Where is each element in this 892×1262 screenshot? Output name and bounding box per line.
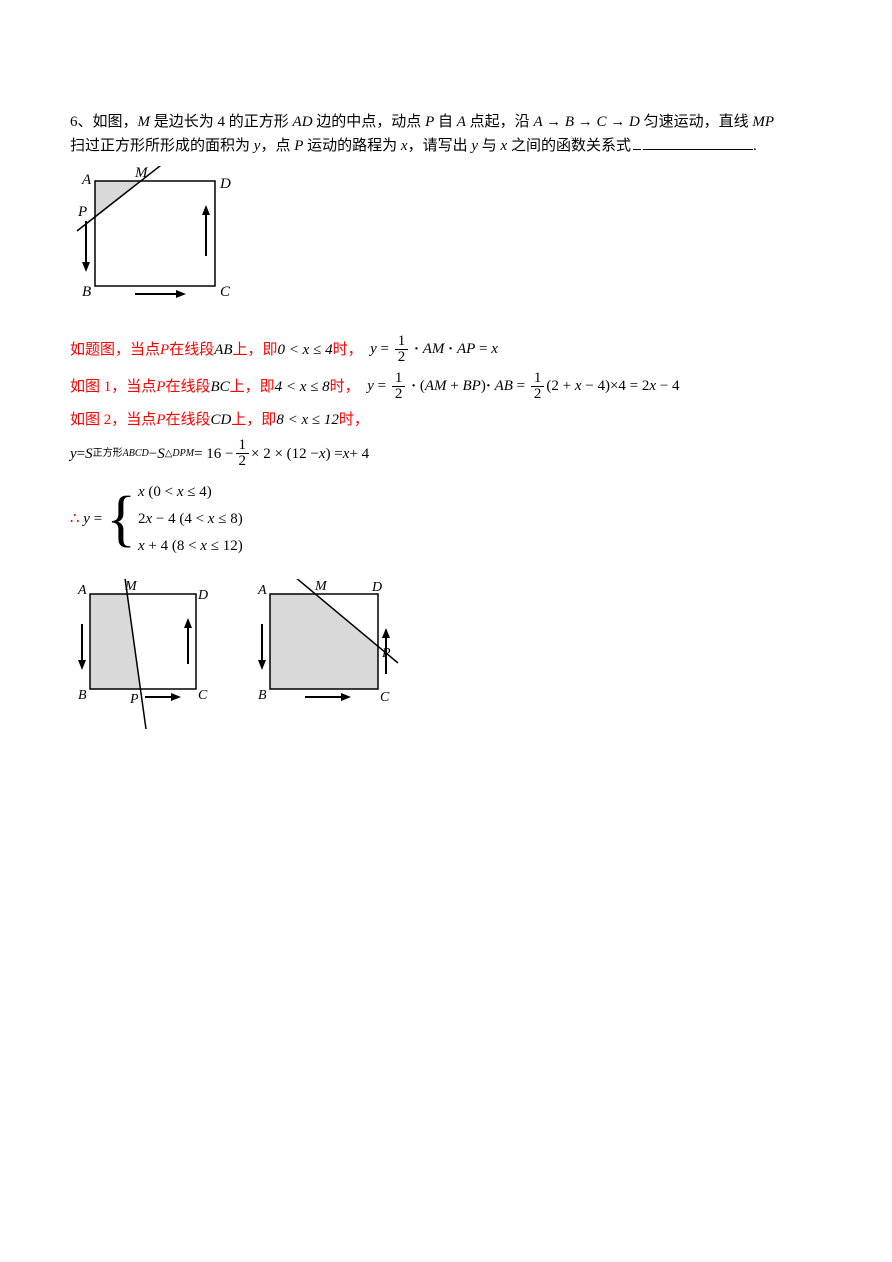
var-y2: y xyxy=(471,138,478,154)
case1: x (0 < x ≤ 4) xyxy=(138,480,243,504)
svg-text:D: D xyxy=(197,588,208,603)
s3r2: 在线段 xyxy=(165,408,210,432)
t3: 边的中点，动点 xyxy=(313,114,426,130)
s2P: P xyxy=(156,375,165,399)
t2: 是边长为 4 的正方形 xyxy=(150,114,293,130)
s2r4: 时， xyxy=(330,375,360,399)
l2p2: ，点 xyxy=(260,138,294,154)
svg-text:M: M xyxy=(314,579,328,594)
sol-line-4: y = S正方形ABCD − S△DPM = 16 − 12 × 2 × (12… xyxy=(70,438,822,469)
s3P: P xyxy=(156,408,165,432)
figure-svg-2: A M D P B C xyxy=(250,579,410,734)
t5: 点起，沿 xyxy=(466,114,534,130)
period: . xyxy=(753,138,757,154)
l2p1: 扫过正方形所形成的面积为 xyxy=(70,138,254,154)
lbl-B: B xyxy=(82,284,91,300)
s1cond: 0 < x ≤ 4 xyxy=(278,338,333,362)
var-x: x xyxy=(401,138,408,154)
l2p6: 之间的函数关系式 xyxy=(507,138,631,154)
svg-text:C: C xyxy=(380,690,390,705)
sol-line-3: 如图 2，当点 P 在线段 CD 上，即 8 < x ≤ 12 时， xyxy=(70,408,822,432)
s1r2: 在线段 xyxy=(169,338,214,362)
problem-statement: 6、如图，M 是边长为 4 的正方形 AD 边的中点，动点 P 自 A 点起，沿… xyxy=(70,110,822,158)
var-M: M xyxy=(138,114,151,130)
piecewise-result: ∴ y = { x (0 < x ≤ 4) 2x − 4 (4 < x ≤ 8)… xyxy=(70,477,822,561)
sol-line-1: 如题图，当点 P 在线段 AB 上，即 0 < x ≤ 4 时， y = 12 … xyxy=(70,334,822,365)
main-figure: A M D P B C xyxy=(70,166,822,324)
svg-text:M: M xyxy=(124,579,138,594)
s2r1: 如图 1，当点 xyxy=(70,375,156,399)
therefore: ∴ xyxy=(70,511,80,527)
l2p5: 与 xyxy=(478,138,501,154)
subfigure-row: A M D B P C A M D P B C xyxy=(70,579,822,734)
t6: 匀速运动，直线 xyxy=(640,114,753,130)
s3r3: 上，即 xyxy=(231,408,276,432)
s1AB: AB xyxy=(214,338,232,362)
l2p4: ，请写出 xyxy=(408,138,472,154)
s3r4: 时， xyxy=(339,408,369,432)
figure-svg-main: A M D P B C xyxy=(70,166,240,316)
lbl-M: M xyxy=(134,166,149,181)
t4: 自 xyxy=(434,114,457,130)
answer-blank xyxy=(643,136,753,151)
s2cond: 4 < x ≤ 8 xyxy=(275,375,330,399)
svg-text:P: P xyxy=(381,646,391,661)
s2r2: 在线段 xyxy=(165,375,210,399)
page-content: 6、如图，M 是边长为 4 的正方形 AD 边的中点，动点 P 自 A 点起，沿… xyxy=(0,0,892,774)
svg-text:C: C xyxy=(198,688,208,703)
t1: 如图， xyxy=(93,114,138,130)
problem-number: 6、 xyxy=(70,114,93,130)
case2: 2x − 4 (4 < x ≤ 8) xyxy=(138,507,243,531)
s2r3: 上，即 xyxy=(230,375,275,399)
svg-text:A: A xyxy=(257,583,267,598)
var-AD: AD xyxy=(293,114,313,130)
l2p3: 运动的路程为 xyxy=(303,138,401,154)
lbl-A: A xyxy=(81,172,92,188)
s1r4: 时， xyxy=(333,338,363,362)
s1r1: 如题图，当点 xyxy=(70,338,160,362)
blank-dot xyxy=(633,136,641,151)
s3r1: 如图 2，当点 xyxy=(70,408,156,432)
s3cond: 8 < x ≤ 12 xyxy=(276,408,339,432)
lbl-P: P xyxy=(77,204,87,220)
lbl-D: D xyxy=(219,176,231,192)
svg-text:P: P xyxy=(129,692,139,707)
var-A: A xyxy=(457,114,466,130)
svg-text:B: B xyxy=(258,688,267,703)
var-P2: P xyxy=(294,138,303,154)
s2eq: y = 12 · (AM + BP)· AB = 12(2 + x − 4)×4… xyxy=(360,371,680,402)
svg-text:B: B xyxy=(78,688,87,703)
s1eq: y = 12 · AM · AP = x xyxy=(363,334,498,365)
var-MP: MP xyxy=(752,114,774,130)
s2BC: BC xyxy=(210,375,229,399)
s3CD: CD xyxy=(210,408,231,432)
figure-svg-1: A M D B P C xyxy=(70,579,220,734)
s1P: P xyxy=(160,338,169,362)
s1r3: 上，即 xyxy=(233,338,278,362)
svg-text:A: A xyxy=(77,583,87,598)
sol-line-2: 如图 1，当点 P 在线段 BC 上，即 4 < x ≤ 8 时， y = 12… xyxy=(70,371,822,402)
motion-path: A → B → C → D xyxy=(533,114,639,130)
case3: x + 4 (8 < x ≤ 12) xyxy=(138,534,243,558)
var-P: P xyxy=(425,114,434,130)
svg-text:D: D xyxy=(371,580,382,595)
lbl-C: C xyxy=(220,284,231,300)
